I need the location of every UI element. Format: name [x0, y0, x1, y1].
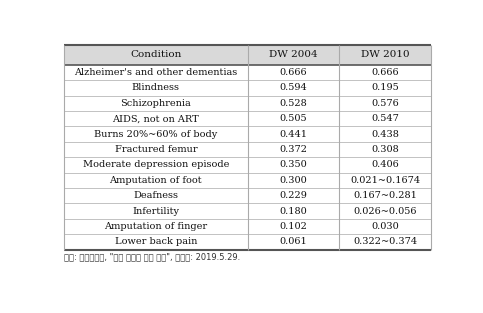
Bar [64, 126, 248, 142]
Text: 0.300: 0.300 [280, 176, 307, 185]
Text: 0.195: 0.195 [371, 84, 399, 92]
Bar [248, 45, 339, 65]
Bar [339, 142, 431, 157]
Text: 0.030: 0.030 [371, 222, 399, 231]
Bar [248, 111, 339, 126]
Bar [248, 142, 339, 157]
Bar [64, 234, 248, 250]
Bar [64, 173, 248, 188]
Text: 0.547: 0.547 [371, 114, 399, 123]
Bar [339, 65, 431, 80]
Bar [248, 234, 339, 250]
Bar [339, 95, 431, 111]
Bar [64, 95, 248, 111]
Bar [339, 126, 431, 142]
Bar [64, 111, 248, 126]
Text: 0.666: 0.666 [280, 68, 307, 77]
Bar [248, 80, 339, 95]
Bar [339, 188, 431, 203]
Bar [248, 157, 339, 173]
Text: DW 2004: DW 2004 [269, 50, 318, 59]
Text: 0.308: 0.308 [371, 145, 399, 154]
Text: 0.026~0.056: 0.026~0.056 [354, 207, 417, 216]
Text: 0.576: 0.576 [371, 99, 399, 108]
Bar [64, 65, 248, 80]
Text: Condition: Condition [130, 50, 182, 59]
Text: 0.350: 0.350 [280, 161, 307, 169]
Bar [64, 157, 248, 173]
Text: AIDS, not on ART: AIDS, not on ART [113, 114, 199, 123]
Text: 0.167~0.281: 0.167~0.281 [353, 191, 417, 200]
Text: 0.406: 0.406 [371, 161, 399, 169]
Bar [64, 203, 248, 219]
Bar [248, 203, 339, 219]
Bar [248, 173, 339, 188]
Text: Moderate depression episode: Moderate depression episode [83, 161, 229, 169]
Text: Infertility: Infertility [132, 207, 179, 216]
Text: 0.441: 0.441 [279, 130, 307, 139]
Bar [339, 173, 431, 188]
Text: Lower back pain: Lower back pain [114, 238, 197, 246]
Text: Amputation of foot: Amputation of foot [110, 176, 202, 185]
Text: 0.229: 0.229 [280, 191, 307, 200]
Bar [64, 219, 248, 234]
Bar [339, 234, 431, 250]
Bar [339, 219, 431, 234]
Text: Fractured femur: Fractured femur [114, 145, 197, 154]
Bar [248, 126, 339, 142]
Bar [339, 80, 431, 95]
Bar [339, 157, 431, 173]
Text: 0.322~0.374: 0.322~0.374 [353, 238, 417, 246]
Bar [339, 45, 431, 65]
Bar [339, 203, 431, 219]
Text: Amputation of finger: Amputation of finger [104, 222, 207, 231]
Text: 0.061: 0.061 [280, 238, 307, 246]
Bar [339, 111, 431, 126]
Text: 0.102: 0.102 [280, 222, 307, 231]
Bar [64, 188, 248, 203]
Bar [64, 142, 248, 157]
Text: 0.021~0.1674: 0.021~0.1674 [350, 176, 420, 185]
Bar [64, 80, 248, 95]
Text: Burns 20%~60% of body: Burns 20%~60% of body [94, 130, 217, 139]
Text: DW 2010: DW 2010 [361, 50, 410, 59]
Text: 0.528: 0.528 [280, 99, 307, 108]
Text: 0.594: 0.594 [280, 84, 307, 92]
Text: 0.180: 0.180 [280, 207, 307, 216]
Text: Deafness: Deafness [133, 191, 178, 200]
Text: Blindness: Blindness [132, 84, 180, 92]
Text: 0.372: 0.372 [279, 145, 307, 154]
Bar [64, 45, 248, 65]
Bar [248, 95, 339, 111]
Text: 0.666: 0.666 [371, 68, 399, 77]
Bar [248, 65, 339, 80]
Text: Alzheimer's and other dementias: Alzheimer's and other dementias [74, 68, 238, 77]
Bar [248, 188, 339, 203]
Text: Schizophrenia: Schizophrenia [120, 99, 191, 108]
Text: 0.505: 0.505 [280, 114, 307, 123]
Text: 0.438: 0.438 [371, 130, 399, 139]
Bar [248, 219, 339, 234]
Text: 자료: 위키피디아, "장애 가중치 적용 사례", 검색일: 2019.5.29.: 자료: 위키피디아, "장애 가중치 적용 사례", 검색일: 2019.5.2… [64, 252, 241, 261]
